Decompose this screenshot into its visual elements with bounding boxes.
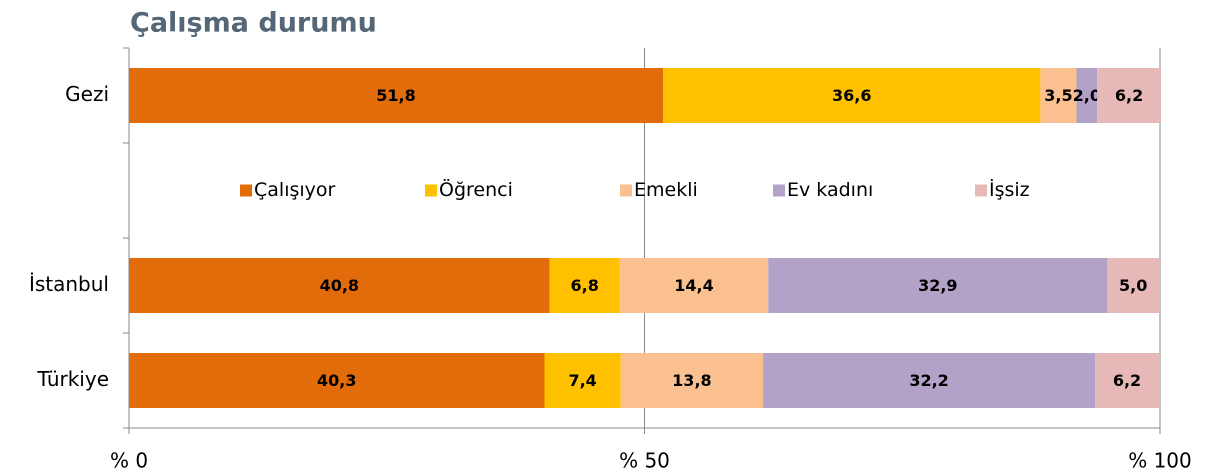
bar-segment xyxy=(129,353,545,408)
legend-swatch xyxy=(240,184,252,197)
legend-label: Öğrenci xyxy=(439,178,513,201)
legend-swatch xyxy=(425,184,437,197)
x-tick-label: % 50 xyxy=(619,449,670,473)
bar-segment xyxy=(1107,258,1159,313)
y-tick-label: Gezi xyxy=(65,82,109,106)
bar-segment xyxy=(549,258,620,313)
legend-swatch xyxy=(975,184,987,197)
x-tick-label: % 0 xyxy=(110,449,148,473)
bar-segment xyxy=(763,353,1096,408)
data-label: 6,2 xyxy=(1113,371,1141,390)
legend-label: Çalışıyor xyxy=(254,179,336,201)
data-label: 7,4 xyxy=(568,371,596,390)
data-label: 6,8 xyxy=(571,276,599,295)
data-label: 13,8 xyxy=(672,371,711,390)
legend-swatch xyxy=(620,184,632,197)
y-tick-label: Türkiye xyxy=(36,367,109,391)
legend-label: İşsiz xyxy=(989,178,1030,201)
bar-segment xyxy=(1076,68,1098,123)
data-label: 2,0 xyxy=(1073,86,1101,105)
bar-segment xyxy=(1097,68,1162,123)
data-label: 40,3 xyxy=(317,371,356,390)
legend-label: Emekli xyxy=(634,179,698,201)
bar-segment xyxy=(620,353,764,408)
data-label: 14,4 xyxy=(674,276,713,295)
data-label: 6,2 xyxy=(1115,86,1143,105)
data-label: 3,5 xyxy=(1044,86,1072,105)
data-label: 32,2 xyxy=(909,371,948,390)
bar-segment xyxy=(1095,353,1159,408)
bar-segment xyxy=(768,258,1108,313)
x-tick-label: % 100 xyxy=(1128,449,1192,473)
bar-segment xyxy=(1040,68,1077,123)
data-label: 40,8 xyxy=(320,276,359,295)
bar-segment xyxy=(663,68,1041,123)
data-label: 51,8 xyxy=(376,86,415,105)
data-label: 5,0 xyxy=(1119,276,1147,295)
data-label: 32,9 xyxy=(918,276,957,295)
legend-swatch xyxy=(773,184,785,197)
y-tick-label: İstanbul xyxy=(29,272,109,296)
chart-title: Çalışma durumu xyxy=(130,8,377,39)
legend-label: Ev kadını xyxy=(787,179,873,201)
bar-segment xyxy=(129,258,550,313)
bar-segment xyxy=(544,353,621,408)
bar-segment xyxy=(619,258,769,313)
data-label: 36,6 xyxy=(832,86,871,105)
bar-segment xyxy=(129,68,664,123)
